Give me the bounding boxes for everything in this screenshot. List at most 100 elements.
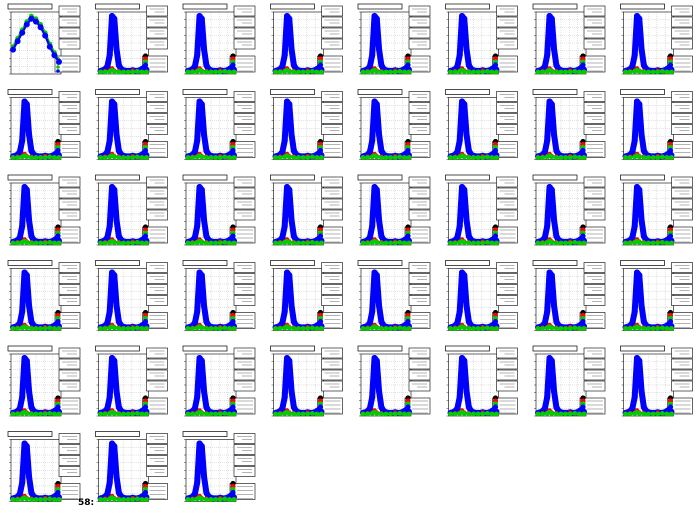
point-green [291, 155, 297, 160]
marker-blue [405, 147, 411, 154]
point-blue [551, 303, 558, 310]
stats-box [321, 262, 343, 273]
point-green [383, 411, 389, 417]
point-blue [106, 479, 113, 486]
point-green [33, 155, 39, 160]
stats-box [671, 124, 693, 135]
point-green [190, 411, 195, 417]
point-green [646, 326, 651, 331]
point-blue [23, 272, 30, 279]
stats-box [408, 380, 431, 392]
point-green [365, 155, 370, 160]
point-green [655, 69, 661, 75]
stats-box [671, 16, 693, 28]
point-blue [201, 217, 208, 224]
point-blue [26, 303, 33, 310]
point-green [309, 69, 315, 74]
point-blue [26, 388, 33, 395]
point-green [572, 154, 578, 160]
point-blue [376, 217, 383, 224]
stats-box [146, 91, 168, 102]
point-green [627, 240, 633, 246]
point-blue [191, 319, 198, 326]
point-green [567, 411, 573, 417]
point-green [558, 69, 564, 75]
point-green [52, 240, 57, 246]
point-green [379, 155, 384, 160]
stats-box [496, 176, 518, 188]
point-blue [288, 132, 295, 139]
panel-title-box [182, 260, 228, 266]
point-green [577, 326, 582, 331]
point-blue [551, 388, 558, 395]
point-green [24, 240, 30, 245]
stats-box [408, 273, 431, 284]
point-green [42, 240, 48, 246]
point-green [185, 497, 191, 502]
point-green [319, 240, 324, 246]
point-blue [376, 303, 383, 310]
point-blue [194, 52, 201, 59]
marker-blue [492, 147, 499, 154]
panel [182, 431, 256, 502]
stats-box [58, 358, 81, 370]
point-green [484, 411, 490, 416]
point-blue [454, 63, 461, 70]
point-blue [201, 132, 208, 139]
panel [182, 89, 256, 160]
point-green [277, 155, 283, 160]
point-green [15, 155, 20, 160]
point-green [33, 411, 39, 417]
marker-blue [230, 147, 236, 154]
point-blue [373, 15, 380, 22]
point-blue [104, 319, 111, 326]
point-green [392, 69, 398, 75]
stats-box [146, 16, 168, 28]
stats-box [496, 91, 518, 102]
point-blue [456, 394, 463, 401]
point-green [217, 411, 223, 417]
point-green [231, 69, 237, 75]
point-blue [16, 405, 23, 412]
stats-box [496, 187, 518, 199]
point-blue [456, 308, 463, 315]
stats-box [408, 27, 431, 39]
point-blue [198, 357, 205, 364]
point-green [52, 326, 57, 331]
point-green [406, 69, 412, 75]
point-green [300, 326, 306, 331]
point-blue [454, 319, 461, 326]
point-green [627, 326, 633, 331]
point-green [15, 497, 20, 502]
point-blue [19, 479, 26, 486]
point-green [309, 154, 315, 160]
point-green [314, 69, 320, 75]
point-green [659, 69, 665, 74]
point-green [650, 240, 656, 246]
point-blue [281, 308, 288, 315]
point-green [144, 240, 149, 246]
marker-blue [580, 233, 586, 239]
stats-box [58, 113, 81, 124]
point-green [217, 69, 223, 75]
point-green [52, 497, 57, 502]
panel [182, 3, 256, 75]
point-blue [19, 137, 26, 144]
point-blue [106, 137, 113, 144]
point-green [480, 69, 486, 75]
marker-blue [55, 147, 61, 154]
point-green [47, 411, 53, 416]
point-green [388, 240, 393, 246]
panel-title-box [95, 89, 140, 95]
stats-box [496, 369, 518, 381]
point-blue [463, 217, 470, 224]
point-green [98, 240, 103, 246]
point-green [217, 497, 223, 502]
point-green [360, 155, 366, 160]
panel-title-box [7, 345, 53, 352]
point-blue [23, 443, 30, 450]
point-green [549, 325, 555, 331]
point-green [471, 411, 476, 417]
panel-title-box [532, 345, 578, 352]
stats-box [496, 113, 518, 124]
